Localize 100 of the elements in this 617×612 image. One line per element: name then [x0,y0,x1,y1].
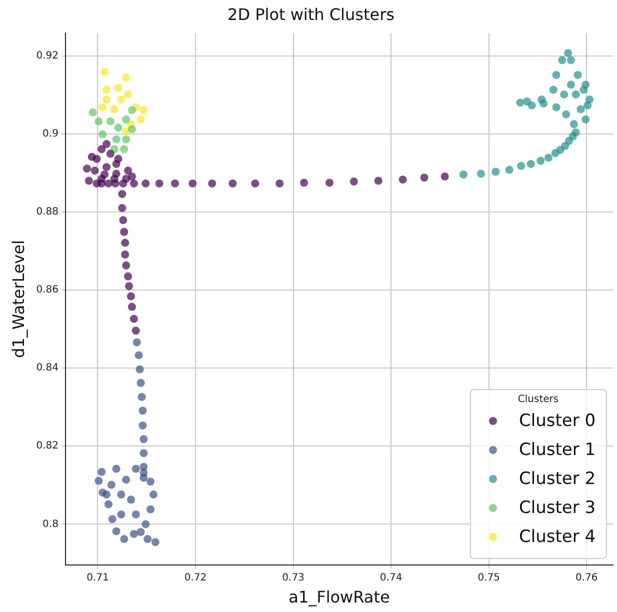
point [574,70,582,79]
point [558,56,566,64]
legend-title: Clusters [516,394,560,405]
point [140,106,148,114]
point [350,178,358,186]
point [142,520,150,528]
point [120,535,128,544]
x-tick-label: 0.75 [478,572,500,584]
point [120,145,128,154]
point [132,326,140,335]
point [98,103,107,112]
point [121,250,130,259]
point [170,179,179,188]
point [110,105,118,114]
y-tick-label: 0.92 [36,50,58,62]
point [102,490,111,499]
point [140,435,148,444]
point [517,162,526,170]
point [584,101,592,110]
legend-label: Cluster 2 [519,469,596,490]
point [188,179,197,188]
point [122,261,130,270]
point [505,166,514,174]
legend-label: Cluster 0 [519,411,596,432]
y-tick-label: 0.88 [36,206,58,218]
point [106,117,114,126]
point [121,238,130,247]
point [125,282,134,290]
point [228,179,237,188]
point [580,86,588,94]
y-tick-label: 0.82 [36,440,58,452]
point [102,86,111,94]
point [572,128,580,136]
point [114,154,122,163]
x-tick-label: 0.76 [575,572,598,584]
point [144,535,152,544]
point [477,170,486,178]
y-axis-title: d1_WaterLevel [8,240,28,358]
point [440,172,449,180]
point [570,120,578,128]
point [151,538,160,546]
point [128,106,136,114]
point [582,115,590,124]
point [325,178,334,187]
point [566,80,575,89]
point [122,476,130,484]
point [117,490,126,499]
legend-label: Cluster 1 [519,440,596,460]
point [142,179,150,188]
chart-title: 2D Plot with Clusters [228,4,394,24]
point [420,174,428,182]
point [122,135,130,144]
point [118,204,126,212]
point [114,84,122,92]
point [134,351,143,360]
x-axis-title: a1_FlowRate [288,588,390,607]
point [108,515,116,524]
y-tick-label: 0.86 [36,284,58,296]
point [128,125,136,134]
point [566,56,575,64]
point [300,178,308,187]
y-tick-label: 0.8 [42,518,58,530]
point [576,105,585,114]
point [107,480,116,489]
point [82,164,91,173]
point [110,174,118,183]
point [528,101,536,110]
point [132,464,140,473]
point [118,190,126,198]
legend-label: Cluster 4 [519,527,596,548]
point [536,156,545,165]
point [560,90,568,98]
point [104,179,112,188]
point [374,176,382,185]
point [459,170,468,178]
point [136,528,145,536]
y-tick-label: 0.9 [42,128,58,140]
point [128,302,136,311]
point [130,314,138,323]
point [114,124,122,132]
point [516,98,524,107]
point [124,90,132,98]
point [552,103,560,112]
point [146,505,155,514]
point [92,154,101,163]
point [136,378,145,387]
point [544,154,552,162]
point [398,176,407,184]
legend-label: Cluster 3 [519,498,596,518]
point [112,464,120,473]
point [126,496,135,504]
point [132,338,141,346]
point [120,228,128,236]
point [140,474,148,482]
point [124,166,132,175]
point [251,179,260,188]
point [106,150,114,158]
point [146,478,155,486]
point [126,292,135,300]
point [122,115,130,124]
